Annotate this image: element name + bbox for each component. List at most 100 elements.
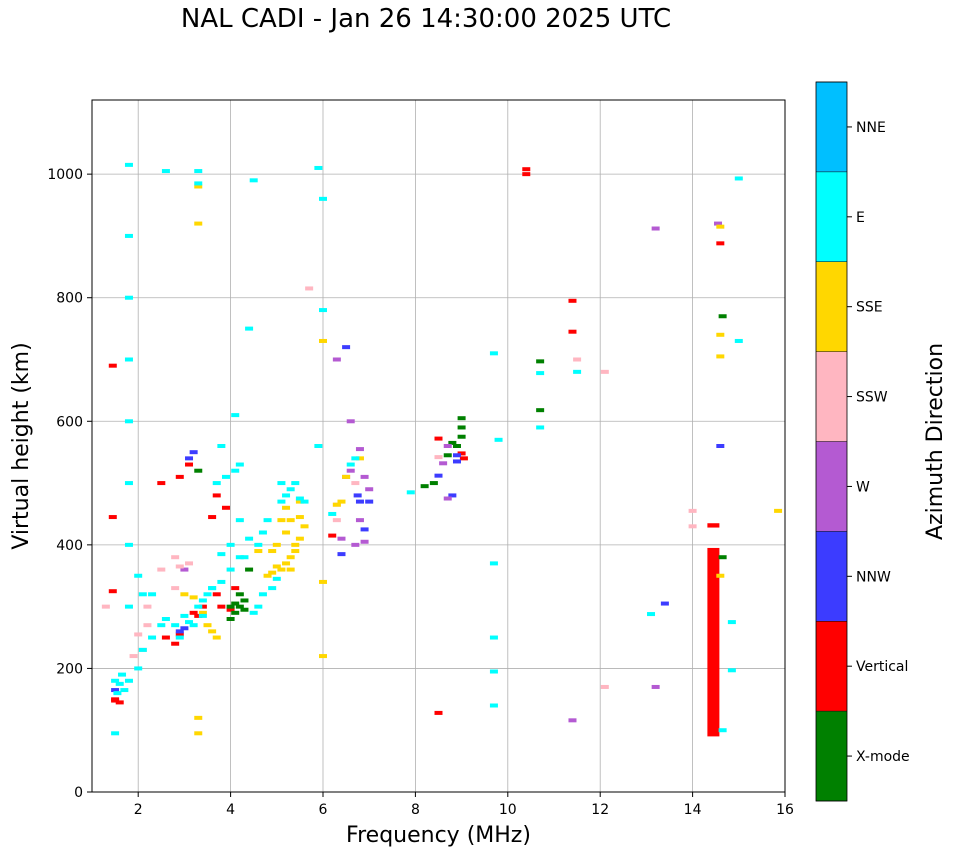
data-point-x-mode (457, 416, 466, 421)
data-point-e (198, 613, 207, 618)
data-point-e (235, 462, 244, 467)
data-point-e (536, 371, 545, 376)
data-point-nnw (185, 456, 194, 461)
data-point-e (489, 351, 498, 356)
data-point-nnw (365, 499, 374, 504)
data-point-e (272, 576, 281, 581)
data-point-sse (180, 592, 189, 597)
data-point-vertical (221, 505, 230, 510)
x-tick-label: 14 (684, 802, 702, 818)
data-point-sse (300, 524, 309, 529)
colorbar-swatch-vertical (816, 621, 847, 712)
data-point-x-mode (235, 592, 244, 597)
data-point-e (573, 369, 582, 374)
data-point-vertical (568, 298, 577, 303)
data-point-vertical (194, 613, 203, 618)
data-point-vertical (231, 586, 240, 591)
data-point-sse (342, 474, 351, 479)
data-point-e (161, 617, 170, 621)
data-point-e (120, 688, 129, 693)
data-point-e (489, 561, 498, 566)
colorbar-label-x-mode: X-mode (856, 749, 910, 765)
data-point-sse (282, 561, 291, 566)
data-point-ssw (185, 561, 194, 566)
data-point-ssw (305, 286, 314, 291)
data-point-e (277, 481, 286, 486)
data-point-nnw (353, 493, 362, 498)
data-point-e (212, 481, 221, 486)
data-point-x-mode (536, 359, 545, 364)
data-point-x-mode (231, 610, 240, 615)
data-point-e (194, 604, 203, 609)
data-point-w (355, 447, 364, 452)
data-point-e (185, 620, 194, 625)
data-point-sse (198, 610, 207, 615)
data-point-vertical (568, 329, 577, 334)
data-point-e (231, 468, 240, 473)
data-point-e (175, 635, 184, 640)
data-point-e (180, 613, 189, 618)
data-point-w (332, 357, 341, 362)
colorbar-swatch-nne (816, 82, 847, 172)
data-point-ssw (171, 555, 180, 560)
data-point-e (226, 567, 235, 572)
data-point-e (111, 731, 120, 736)
data-point-e (351, 456, 360, 461)
data-point-w (651, 684, 660, 689)
x-tick-label: 12 (591, 802, 609, 818)
data-point-ssw (573, 357, 582, 362)
data-point-e (194, 169, 203, 174)
data-point-vertical (707, 547, 720, 737)
colorbar-label-ssw: SSW (856, 390, 888, 406)
data-point-e (282, 493, 291, 498)
data-point-nnw (434, 473, 443, 478)
data-point-e (319, 308, 327, 313)
data-point-e (217, 552, 226, 557)
y-tick-label: 1000 (47, 167, 83, 183)
colorbar-swatch-x-mode (816, 711, 847, 801)
data-point-sse (286, 555, 295, 560)
data-point-x-mode (231, 601, 240, 606)
data-point-vertical (185, 462, 194, 467)
x-tick-label: 8 (411, 802, 420, 818)
y-tick-label: 800 (56, 291, 83, 307)
data-point-ssw (332, 518, 341, 523)
data-point-e (291, 481, 300, 486)
data-point-e (489, 669, 498, 674)
data-point-vertical (522, 167, 531, 172)
data-point-e (647, 612, 656, 617)
data-point-w (360, 474, 369, 479)
data-point-sse (277, 567, 286, 572)
data-point-ssw (143, 604, 152, 609)
data-point-w (714, 221, 723, 226)
data-point-e (268, 586, 277, 591)
data-point-ssw (157, 567, 166, 572)
data-point-e (124, 357, 133, 362)
data-point-e (286, 487, 295, 492)
data-point-vertical (212, 493, 221, 498)
colorbar-swatch-w (816, 441, 847, 532)
data-point-e (148, 635, 157, 640)
data-point-sse (208, 629, 217, 634)
data-point-sse (716, 332, 725, 337)
data-point-vertical (434, 436, 443, 441)
data-point-x-mode (226, 617, 235, 621)
data-point-x-mode (240, 607, 249, 612)
data-point-e (249, 610, 258, 615)
data-point-e (346, 462, 355, 467)
data-point-e (254, 604, 263, 609)
data-point-ssw (600, 369, 609, 374)
data-point-w (439, 461, 448, 466)
data-point-e (124, 542, 133, 547)
data-point-sse (282, 505, 291, 510)
data-point-nnw (360, 527, 369, 532)
data-point-w (651, 226, 660, 231)
data-point-x-mode (240, 598, 249, 603)
colorbar-swatch-nnw (816, 531, 847, 622)
data-point-e (249, 178, 258, 183)
data-point-sse (295, 499, 304, 504)
data-point-x-mode (235, 604, 244, 609)
data-point-e (258, 592, 267, 597)
data-point-e (138, 647, 147, 652)
